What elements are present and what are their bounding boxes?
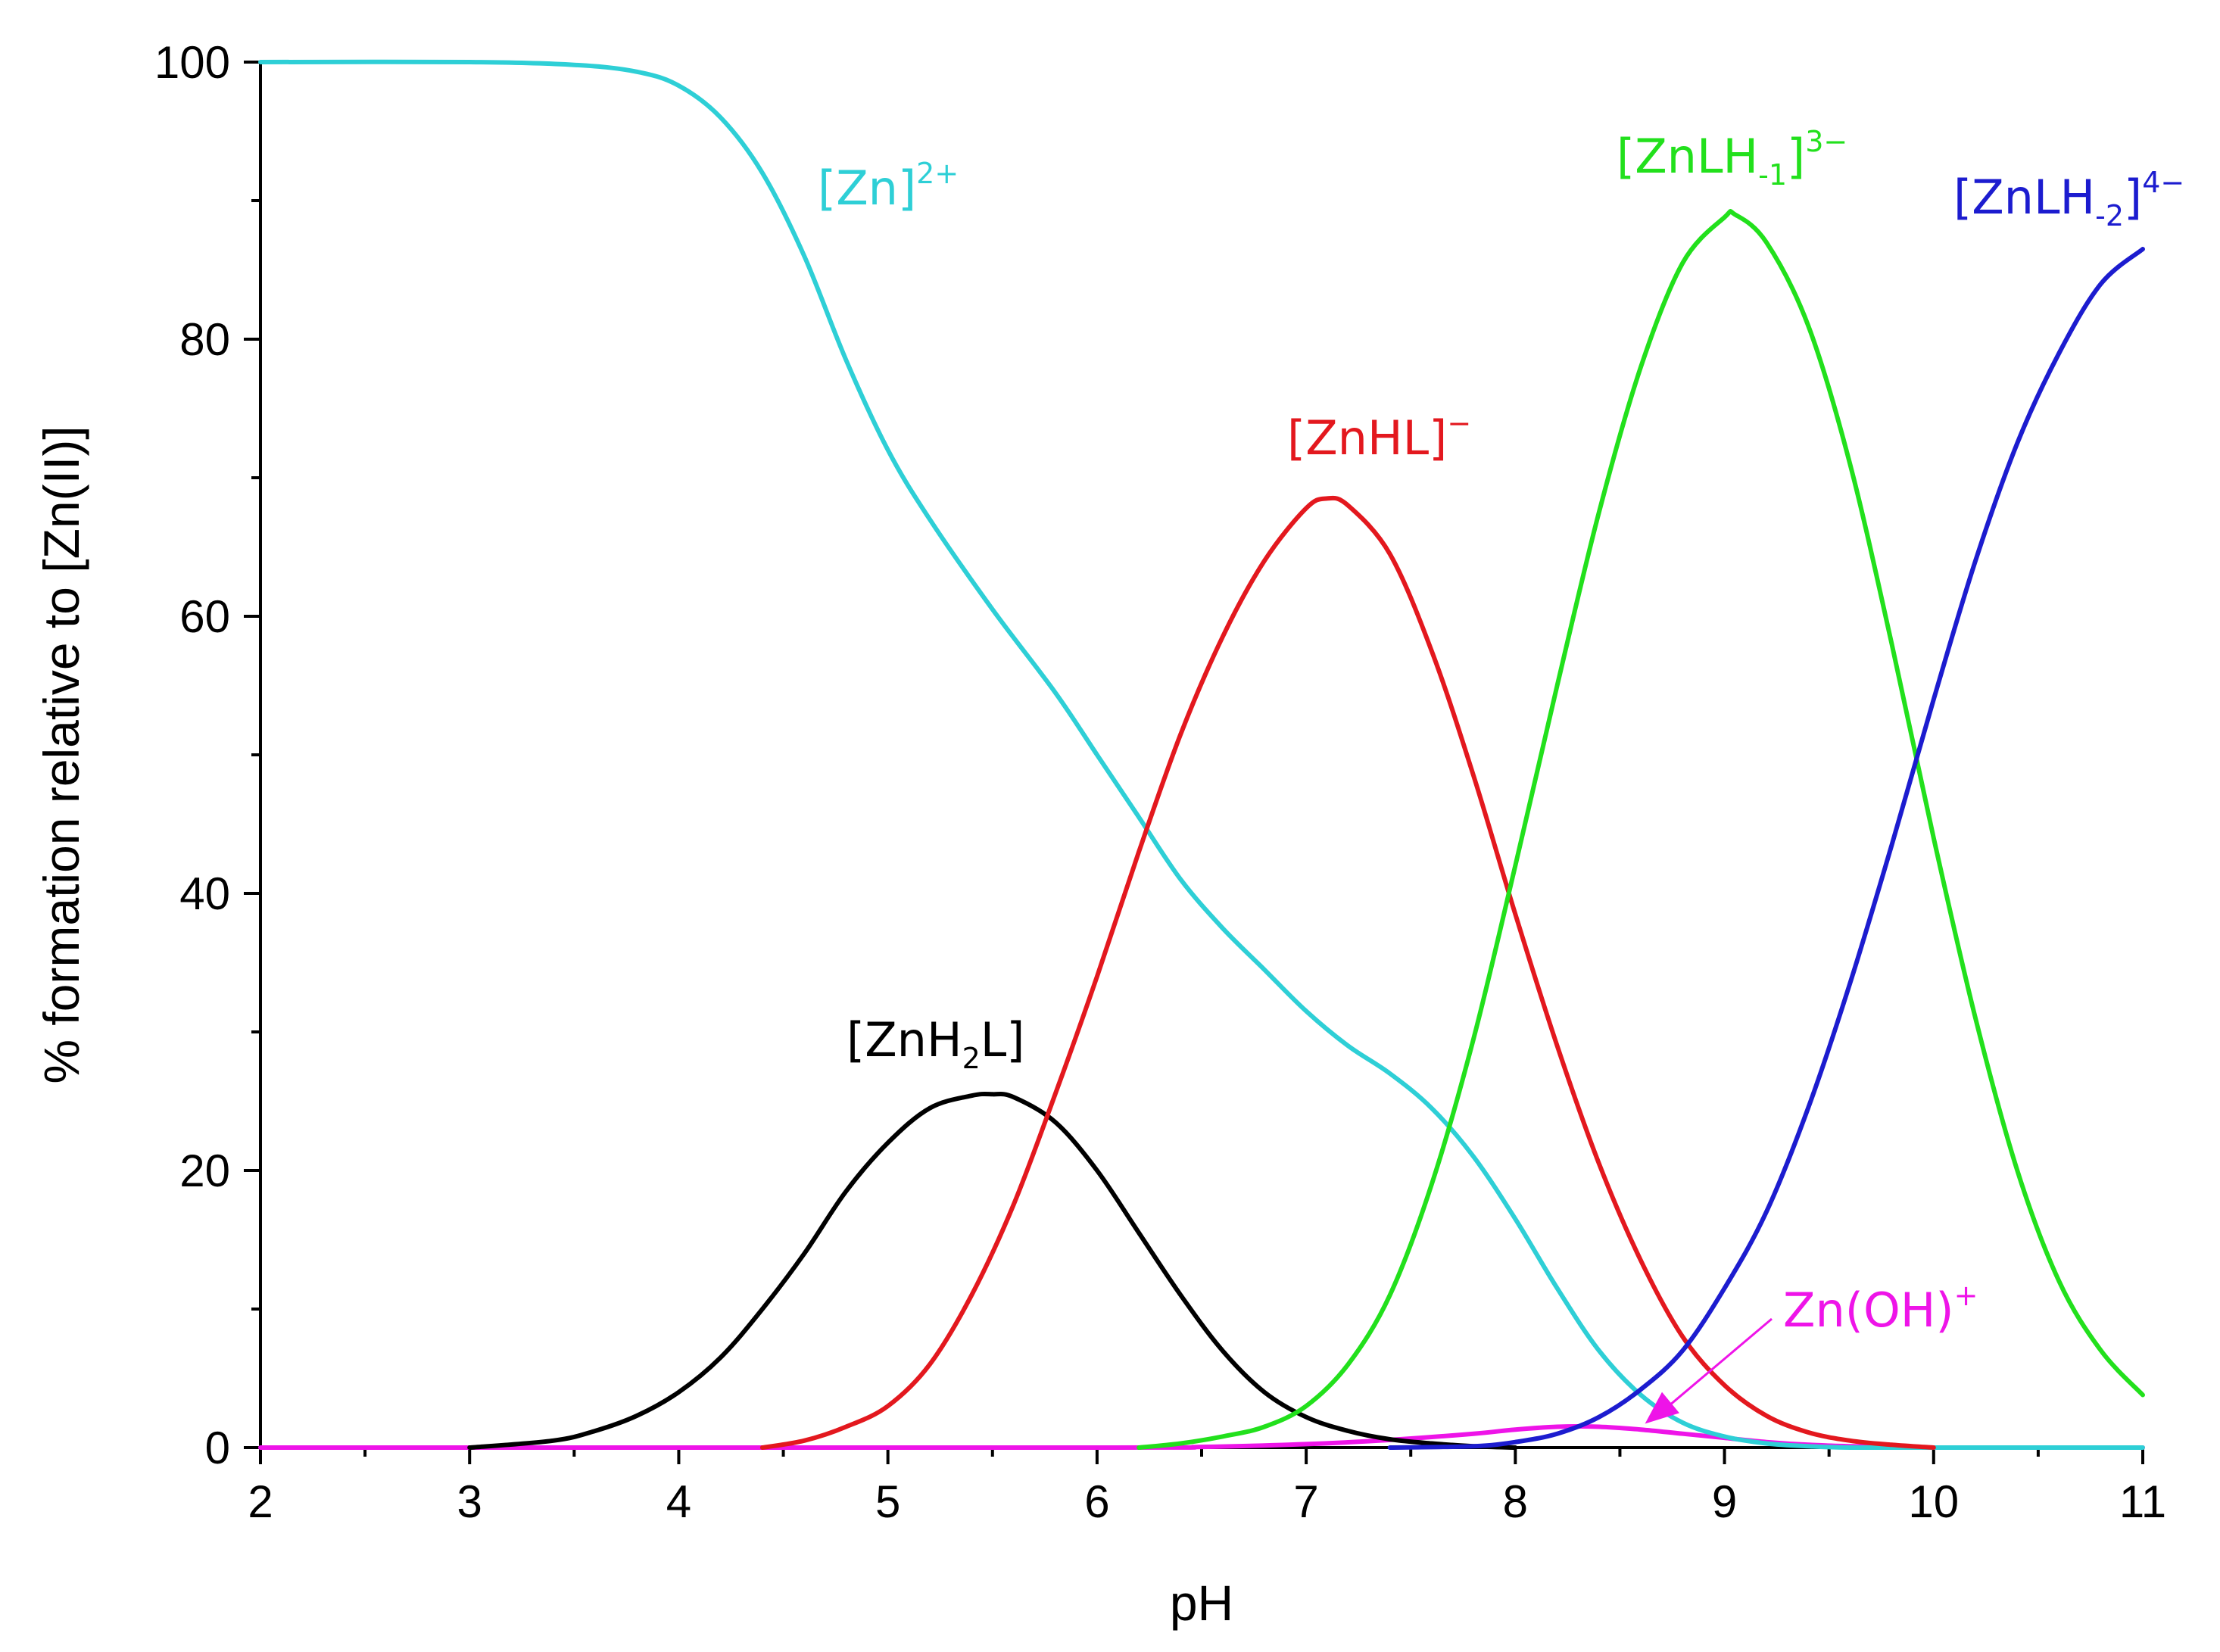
x-axis-title: pH — [1170, 1575, 1233, 1631]
x-tick-label: 3 — [457, 1476, 482, 1527]
y-tick-label: 80 — [179, 314, 230, 365]
znlh-2-label: [ZnLH-2]4− — [1953, 166, 2184, 232]
zn2-label-part: [Zn] — [818, 161, 916, 216]
znlh-1-label: [ZnLH-1]3− — [1617, 125, 1847, 192]
x-tick-label: 7 — [1293, 1476, 1318, 1527]
zn2-label: [Zn]2+ — [818, 157, 959, 216]
zn2-label-part: 2+ — [916, 157, 959, 190]
znoh-pointer-arrow — [1645, 1317, 1773, 1424]
znlh-2-label-part: ] — [2124, 170, 2142, 225]
znlh-2-line — [1387, 247, 2145, 1450]
znlh-2-label-part: [ZnLH — [1953, 170, 2095, 225]
znlh-1-line — [1137, 209, 2145, 1450]
x-tick-label: 6 — [1084, 1476, 1109, 1527]
x-tick-label: 10 — [1908, 1476, 1959, 1527]
znhl-label-part: [ZnHL] — [1287, 410, 1447, 466]
y-tick-label: 40 — [179, 868, 230, 919]
x-tick-label: 11 — [2119, 1476, 2166, 1527]
axes — [259, 61, 2143, 1449]
zn2-line — [258, 59, 2145, 1451]
series-labels: [Zn]2+[ZnH2L][ZnHL]−[ZnLH-1]3−[ZnLH-2]4−… — [818, 125, 2184, 1424]
x-tick-label: 2 — [248, 1476, 273, 1527]
y-tick-label: 20 — [179, 1145, 230, 1196]
x-tick-label: 8 — [1503, 1476, 1528, 1527]
znoh-label-part: Zn(OH) — [1783, 1283, 1954, 1338]
pointer-line — [1659, 1317, 1773, 1414]
znoh-label: Zn(OH)+ — [1783, 1279, 1978, 1338]
x-tick-label: 4 — [666, 1476, 691, 1527]
znh2l-label-part: L] — [981, 1012, 1025, 1068]
x-tick-label: 9 — [1712, 1476, 1737, 1527]
znlh-1-label-part: ] — [1787, 129, 1805, 184]
pointer-head — [1645, 1392, 1679, 1424]
znlh-1-label-part: -1 — [1758, 158, 1787, 192]
x-tick-label: 5 — [875, 1476, 900, 1527]
znoh-line — [258, 1424, 2145, 1451]
ticks: 2 3 4 5 6 7 8 9 10 11 0 20 40 60 80 100 — [154, 37, 2166, 1527]
series-lines — [258, 59, 2145, 1451]
znlh-1-label-part: [ZnLH — [1617, 129, 1758, 184]
y-tick-label: 100 — [154, 37, 230, 88]
znhl-label-part: − — [1447, 407, 1471, 440]
znh2l-label-part: 2 — [962, 1042, 981, 1075]
znhl-label: [ZnHL]− — [1287, 407, 1471, 466]
znh2l-label-part: [ZnH — [847, 1012, 962, 1068]
y-axis-title: % formation relative to [Zn(II)] — [33, 425, 89, 1083]
y-tick-label: 60 — [179, 591, 230, 642]
znlh-2-label-part: 4− — [2142, 166, 2184, 199]
znlh-2-label-part: -2 — [2095, 199, 2124, 232]
znhl-line — [759, 495, 1936, 1450]
znoh-label-part: + — [1954, 1279, 1978, 1312]
znh2l-label: [ZnH2L] — [847, 1012, 1025, 1075]
znlh-1-label-part: 3− — [1805, 125, 1847, 158]
znh2l-line — [467, 1091, 1518, 1450]
y-tick-label: 0 — [205, 1423, 230, 1473]
